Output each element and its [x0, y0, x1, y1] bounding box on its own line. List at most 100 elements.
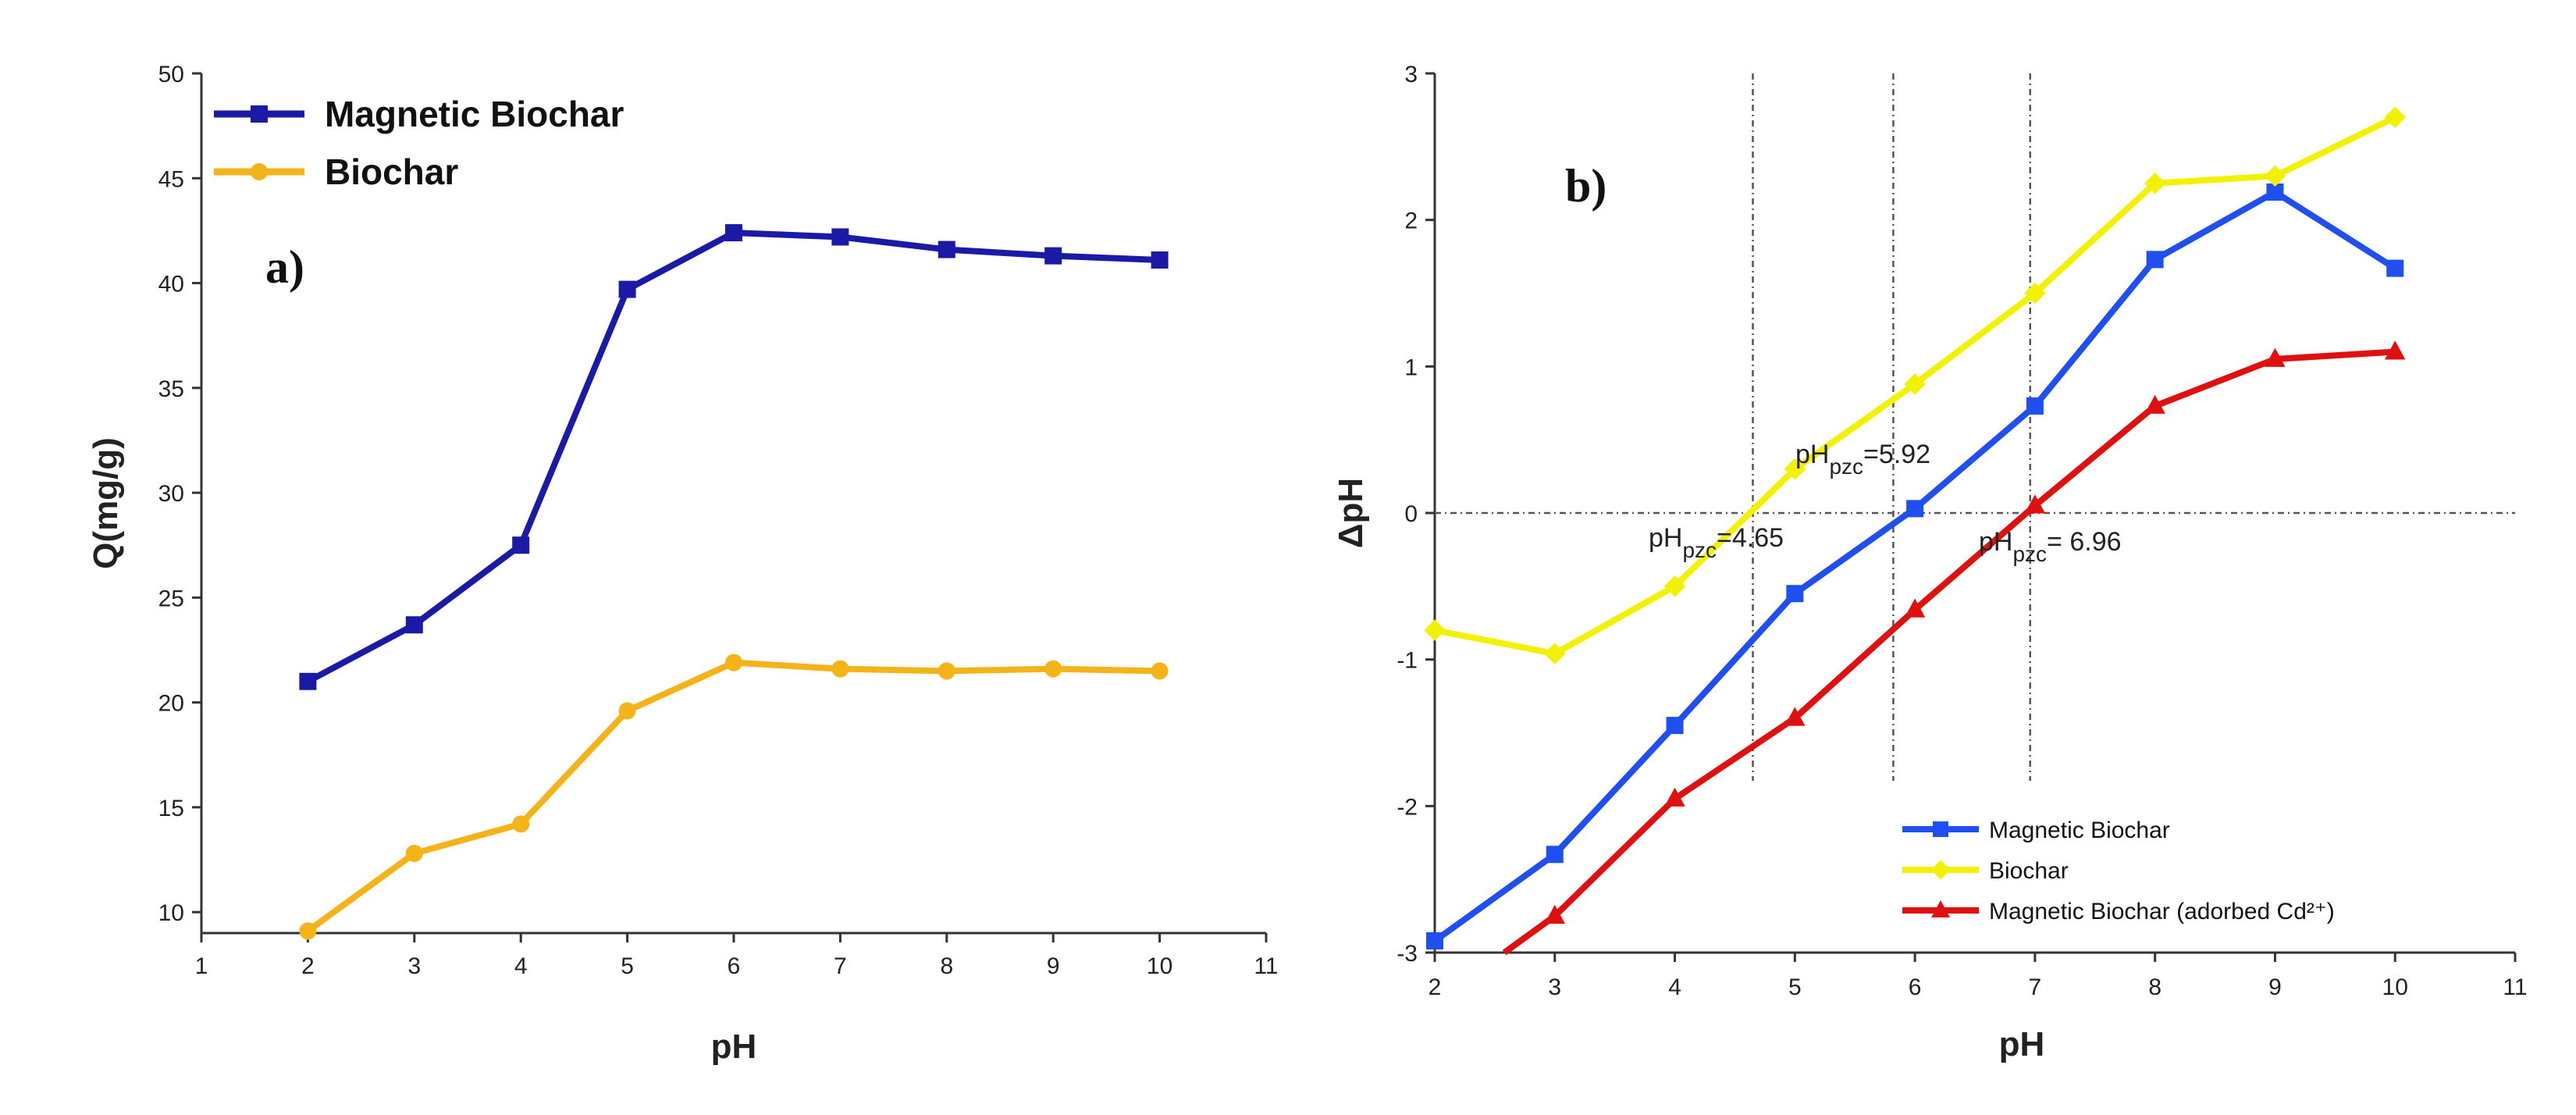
pzc-annotation: pHpzc=5.92 [1795, 440, 1930, 479]
y-axis-title: Q(mg/g) [87, 437, 125, 569]
panel-label: b) [1565, 160, 1606, 212]
x-axis-title: pH [1999, 1025, 2045, 1063]
x-tick-label: 9 [1047, 953, 1060, 979]
data-point [299, 672, 317, 690]
x-tick-label: 3 [407, 953, 421, 979]
y-tick-label: 40 [158, 272, 184, 297]
y-tick-label: 1 [1404, 354, 1418, 380]
data-point [1044, 660, 1062, 678]
annotation-base: pH [1649, 523, 1682, 553]
panel-label: a) [265, 241, 304, 293]
pzc-annotation: pHpzc= 6.96 [1979, 527, 2122, 566]
legend-label: Magnetic Biochar [1989, 818, 2170, 843]
x-tick-label: 2 [301, 953, 315, 979]
data-point [1663, 575, 1686, 597]
x-tick-label: 8 [2148, 974, 2161, 1000]
data-point [512, 815, 530, 833]
annotation-base: pH [1979, 527, 2012, 557]
data-point [1544, 904, 1565, 924]
data-point [2144, 173, 2166, 194]
y-tick-label: 20 [158, 691, 184, 717]
data-point [831, 228, 849, 246]
y-tick-label: -2 [1397, 794, 1418, 820]
series-line [306, 659, 1160, 934]
series-line [1502, 348, 2396, 956]
series-magnetic-biochar [1426, 183, 2404, 949]
x-tick-label: 1 [195, 953, 208, 979]
y-tick-label: 50 [158, 62, 184, 87]
legend-marker [1931, 900, 1950, 917]
y-tick-label: 30 [158, 481, 184, 507]
annotation-subscript: pzc [1682, 538, 1717, 562]
data-point [2266, 183, 2284, 201]
data-point [2385, 340, 2406, 360]
pzc-annotation: pHpzc=4.65 [1649, 523, 1784, 562]
data-point [1151, 662, 1169, 680]
data-point [1906, 500, 1924, 518]
data-point [2384, 106, 2406, 129]
data-point [1784, 458, 1806, 480]
y-tick-label: 2 [1404, 208, 1418, 234]
data-point [512, 536, 530, 554]
x-tick-label: 11 [2503, 974, 2527, 1000]
annotation-base: pH [1795, 440, 1829, 469]
y-tick-label: 25 [158, 586, 184, 611]
data-point [1664, 787, 1685, 807]
x-tick-label: 2 [1429, 974, 1442, 1000]
y-tick-label: 0 [1404, 501, 1418, 527]
legend-marker [251, 163, 268, 180]
data-point [405, 616, 423, 634]
annotation-value: =5.92 [1863, 440, 1930, 469]
x-tick-label: 6 [1909, 974, 1922, 1000]
data-point [1786, 585, 1804, 603]
legend-label: Biochar [1989, 858, 2069, 884]
data-point [1904, 373, 1926, 395]
y-tick-label: 45 [158, 166, 184, 192]
x-tick-label: 5 [1788, 974, 1802, 1000]
y-tick-label: 35 [158, 376, 184, 402]
x-tick-label: 4 [1668, 974, 1681, 1000]
data-point [1544, 643, 1566, 664]
panel-a: 1 2 3 4 5 6 7 8 9 10 11101520253035404550pHQ(mg/g)… [87, 62, 1279, 1066]
annotation-subscript: pzc [2012, 542, 2047, 566]
legend-label: Magnetic Biochar (adorbed Cd²⁺) [1989, 899, 2335, 924]
y-tick-label: -1 [1397, 648, 1418, 674]
data-point [1904, 598, 1926, 618]
data-point [1666, 717, 1684, 735]
data-point [1546, 846, 1564, 864]
data-point [725, 224, 742, 242]
data-point [1044, 247, 1062, 265]
x-tick-label: 7 [834, 953, 847, 979]
data-point [2265, 347, 2286, 367]
x-tick-label: 6 [728, 953, 741, 979]
panel-b: 2 3 4 5 6 7 8 9 10 11-3-2-10123pHΔpHb)pHpzc=4.65p… [1332, 62, 2528, 1063]
x-tick-label: 4 [514, 953, 528, 979]
legend-marker [251, 105, 268, 123]
data-point [2146, 251, 2164, 269]
x-tick-label: 8 [940, 953, 953, 979]
legend: Magnetic Biochar Biochar Magnetic Biochar … [1902, 818, 2335, 924]
y-tick-label: 15 [158, 796, 184, 821]
series-magnetic-biochar [299, 224, 1169, 690]
x-tick-label: 10 [1147, 953, 1172, 979]
data-point [1426, 932, 1443, 949]
x-tick-label: 3 [1548, 974, 1561, 1000]
y-axis-title: ΔpH [1332, 478, 1370, 548]
series-line [306, 230, 1160, 685]
series-magnetic-biochar-cd [1502, 340, 2406, 956]
data-point [725, 654, 742, 671]
data-point [618, 702, 636, 720]
data-point [405, 844, 423, 862]
legend: Magnetic Biochar Biochar [214, 94, 624, 192]
x-tick-label: 10 [2382, 974, 2408, 1000]
data-point [1784, 707, 1806, 726]
x-tick-label: 7 [2029, 974, 2042, 1000]
data-point [938, 662, 955, 680]
data-point [2024, 282, 2046, 305]
series-biochar [1424, 106, 2406, 664]
data-point [2144, 394, 2165, 414]
data-point [1424, 619, 1446, 641]
legend-label: Magnetic Biochar [325, 94, 624, 134]
data-point [299, 922, 317, 940]
